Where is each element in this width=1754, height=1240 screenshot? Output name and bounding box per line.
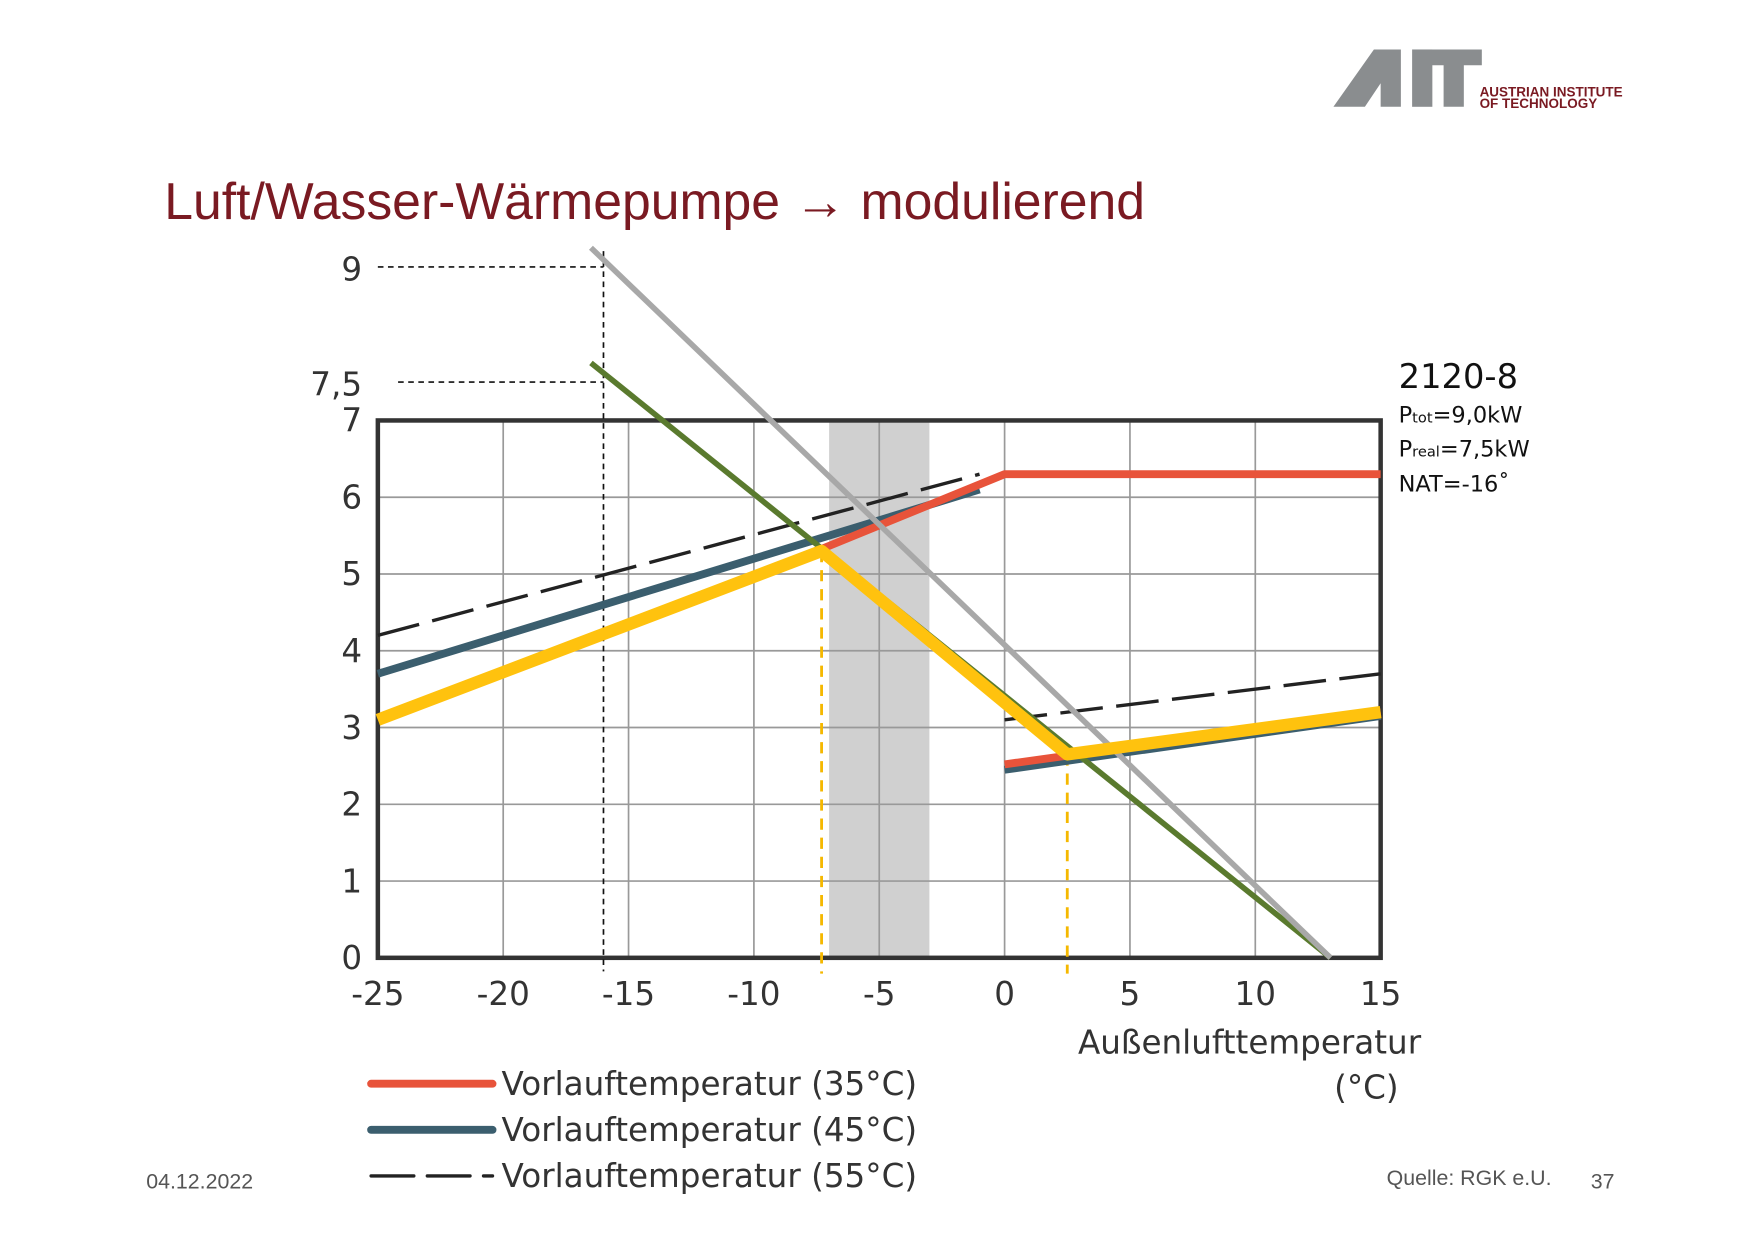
text: =9,0kW	[1433, 403, 1523, 429]
nat: NAT=-16˚	[1399, 470, 1510, 497]
x-tick-label: -5	[863, 975, 896, 1013]
logo-t	[1418, 49, 1482, 107]
plot: -25 -20 -15 -10 -5 0 5 10 15 0 1 2 3 4 5 6 7 9 7,5 Außenluf…	[310, 245, 1422, 1195]
annotation-label: 7,5	[310, 366, 362, 404]
x-tick-label: -15	[602, 975, 655, 1013]
legend-label: Vorlauftemperatur (45°C)	[502, 1111, 918, 1149]
legend-label: Vorlauftemperatur (35°C)	[502, 1065, 918, 1103]
text: real	[1412, 443, 1440, 460]
y-tick-label: 4	[341, 632, 362, 670]
logo-text: OF TECHNOLOGY	[1480, 96, 1598, 111]
legend-label: Vorlauftemperatur (55°C)	[502, 1157, 918, 1195]
series-line	[588, 245, 1333, 960]
logo: AUSTRIAN INSTITUTE OF TECHNOLOGY	[1333, 49, 1623, 111]
y-tick-label: 0	[341, 939, 362, 977]
model: 2120-8	[1399, 357, 1518, 396]
annotation-label: 9	[341, 250, 362, 288]
y-tick-label: 7	[341, 402, 362, 440]
x-tick-label: 10	[1235, 975, 1276, 1013]
y-tick-label: 5	[341, 555, 362, 593]
x-tick-label: 0	[994, 975, 1015, 1013]
series-line	[375, 544, 1382, 761]
x-tick-label: -10	[727, 975, 780, 1013]
date: 04.12.2022	[146, 1169, 253, 1193]
y-tick-label: 6	[341, 478, 362, 516]
text: P	[1399, 436, 1413, 462]
y-tick-label: 2	[341, 786, 362, 824]
x-axis-title: (°C)	[1334, 1068, 1399, 1106]
slide-title: Luft/Wasser-Wärmepumpe → modulierend	[164, 172, 1145, 230]
source: Quelle: RGK e.U.	[1387, 1166, 1552, 1190]
text: P	[1399, 403, 1413, 429]
y-tick-label: 1	[341, 862, 362, 900]
x-tick-label: -25	[351, 975, 404, 1013]
x-tick-label: 15	[1360, 975, 1401, 1013]
text: =7,5kW	[1440, 436, 1530, 462]
x-tick-label: -20	[477, 975, 530, 1013]
logo-a	[1333, 49, 1401, 107]
ptot: Ptot=9,0kW	[1399, 403, 1523, 429]
plot-frame	[375, 418, 1383, 961]
logo-text: AUSTRIAN INSTITUTE	[1480, 85, 1623, 100]
x-tick-label: 5	[1120, 975, 1141, 1013]
series-line	[377, 472, 1381, 722]
x-axis-title: Außenlufttemperatur	[1078, 1023, 1422, 1061]
preal: Preal=7,5kW	[1399, 436, 1530, 462]
y-tick-label: 3	[341, 709, 362, 747]
text: tot	[1412, 410, 1433, 427]
page-number: 37	[1591, 1169, 1615, 1193]
info-box: 2120-8 Ptot=9,0kW Preal=7,5kW NAT=-16˚	[1399, 357, 1530, 497]
